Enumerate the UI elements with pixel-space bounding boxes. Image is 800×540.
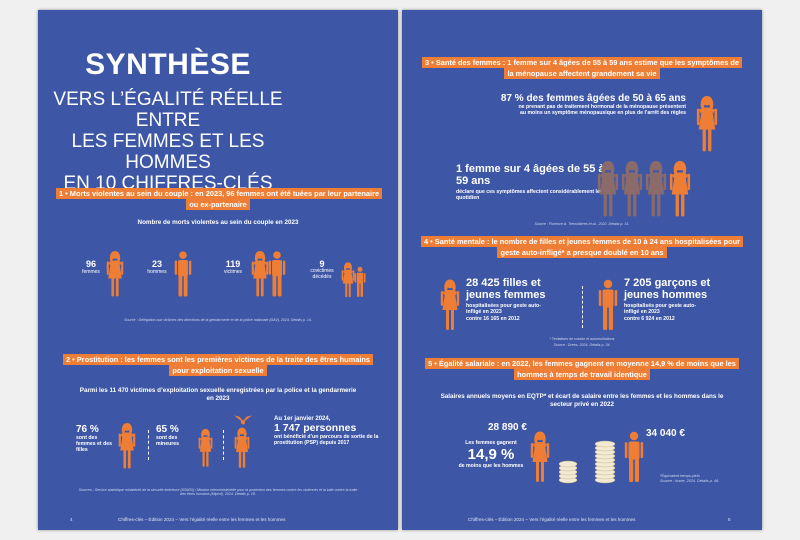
section-4-note: * Tentatives de suicide et automutilatio… xyxy=(549,337,615,341)
stat-menopause-87-label: ne prenant pas de traitement hormonal de… xyxy=(518,104,686,117)
stat-prostitution-women-label: sont des femmes et des filles xyxy=(76,435,113,454)
coin-stack-large xyxy=(594,440,616,484)
stat-menopause-1-in-4-num: 1 femme sur 4 âgées de 55 à 59 ans xyxy=(456,163,605,187)
stat-girls-label: hospitalisées pour geste auto-infligé en… xyxy=(466,303,541,316)
stat-women-killed-label: femmes xyxy=(82,269,100,275)
woman-icon xyxy=(530,430,550,484)
stat-covictims-num: 9 xyxy=(319,259,325,269)
stat-boys-prev: contre 6 924 en 2012 xyxy=(624,315,675,322)
woman-icon xyxy=(440,276,460,334)
section-5-source: Source : Insee, 2024. Détails p. 46. xyxy=(660,478,720,483)
stat-psp-label: ont bénéficié d’un parcours de sortie de… xyxy=(274,434,379,447)
stat-girls-self-harm: 28 425 filles et jeunes femmes hospitali… xyxy=(466,277,576,322)
stat-girls-prev: contre 16 165 en 2012 xyxy=(466,315,520,322)
section-1-heading-wrap: 1 • Morts violentes au sein du couple : … xyxy=(56,188,383,211)
child-icon xyxy=(354,266,366,298)
stat-women-killed-num: 96 xyxy=(85,259,96,269)
stat-prostitution-women: 76 % sont des femmes et des filles xyxy=(76,424,116,454)
section-3-source: Source : Florence A. Trémollieres et al.… xyxy=(534,222,630,226)
section-5-notes: *Équivalent temps plein Source : Insee, … xyxy=(660,474,730,483)
stat-girls-num: 28 425 filles et jeunes femmes xyxy=(466,277,546,301)
divider xyxy=(223,430,224,460)
stat-psp-date: Au 1er janvier 2024, xyxy=(274,416,331,422)
stat-men-killed-label: hommes xyxy=(147,269,167,275)
section-5-intro: Salaires annuels moyens en EQTP* et écar… xyxy=(440,393,724,409)
woman-icon xyxy=(118,422,136,470)
synthese-subtitle-2: LES FEMMES ET LES HOMMES xyxy=(71,130,265,173)
stat-covictims-label: covictimes décédés xyxy=(310,268,334,280)
stat-menopause-1-in-4-label: déclare que ces symptômes affectent cons… xyxy=(456,189,606,202)
section-2-source: Sources : Service statistique ministérie… xyxy=(78,488,358,496)
woman-icon xyxy=(621,160,643,218)
woman-icon xyxy=(669,160,691,218)
man-icon xyxy=(598,276,618,334)
woman-icon xyxy=(251,250,269,298)
stat-victims-label: victimes xyxy=(223,269,243,275)
salary-gap-pre: Les femmes gagnent xyxy=(465,440,517,446)
section-2-intro: Parmi les 11 470 victimes d’exploitation… xyxy=(79,387,357,403)
left-page: SYNTHÈSE VERS L’ÉGALITÉ RÉELLE ENTRE LES… xyxy=(38,10,398,530)
stat-menopause-1-in-4: 1 femme sur 4 âgées de 55 à 59 ans décla… xyxy=(456,163,606,202)
stat-menopause-87-num: 87 % des femmes âgées de 50 à 65 ans xyxy=(500,93,686,104)
stat-boys-num: 7 205 garçons et jeunes hommes xyxy=(624,277,711,301)
woman-icon xyxy=(106,250,124,298)
child-icon xyxy=(341,262,355,298)
stat-victims: 119 victimes xyxy=(218,259,248,275)
footer-page-number: 5 xyxy=(728,517,731,522)
stat-psp: Au 1er janvier 2024, 1 747 personnes ont… xyxy=(274,416,392,446)
salary-gap-num: 14,9 % xyxy=(467,446,515,463)
woman-icon xyxy=(234,426,250,470)
section-2-heading: 2 • Prostitution : les femmes sont les p… xyxy=(62,354,374,377)
stat-men-killed: 23 hommes xyxy=(144,259,170,275)
stat-prostitution-women-num: 76 % xyxy=(76,424,99,435)
man-icon xyxy=(624,430,644,484)
section-1-chart-title: Nombre de morts violentes au sein du cou… xyxy=(137,219,299,226)
coin-stack-small xyxy=(558,460,578,484)
man-icon xyxy=(268,250,286,298)
woman-icon xyxy=(696,94,718,154)
section-4-source: Source : Drees, 2024. Détails p. 34. xyxy=(553,343,611,347)
right-page: 3 • Santé des femmes : 1 femme sur 4 âgé… xyxy=(402,10,762,530)
salary-gap: Les femmes gagnent 14,9 % de moins que l… xyxy=(452,440,530,469)
stat-covictims: 9 covictimes décédés xyxy=(303,259,341,281)
stat-prostitution-minors-label: sont des mineures xyxy=(156,435,180,448)
section-4-heading: 4 • Santé mentale : le nombre de filles … xyxy=(421,236,743,259)
synthese-subtitle-1: VERS L’ÉGALITÉ RÉELLE ENTRE xyxy=(53,89,283,131)
section-3-heading-wrap: 3 • Santé des femmes : 1 femme sur 4 âgé… xyxy=(420,57,744,80)
footer-text: Chiffres-clés – Édition 2024 – Vers l’ég… xyxy=(468,517,636,522)
women-salary: 28 890 € xyxy=(488,422,527,433)
section-5-heading-wrap: 5 • Égalité salariale : en 2022, les fem… xyxy=(420,358,744,381)
synthese-title-block: SYNTHÈSE VERS L’ÉGALITÉ RÉELLE ENTRE LES… xyxy=(38,48,298,194)
woman-icon xyxy=(645,160,667,218)
stat-women-killed: 96 femmes xyxy=(78,259,104,275)
men-salary: 34 040 € xyxy=(646,428,685,439)
stat-menopause-87: 87 % des femmes âgées de 50 à 65 ans ne … xyxy=(456,93,686,116)
stat-victims-num: 119 xyxy=(225,259,241,269)
stat-prostitution-minors: 65 % sont des mineures xyxy=(156,424,196,447)
footer-text: Chiffres-clés – Édition 2024 – Vers l’ég… xyxy=(118,517,286,522)
woman-icon xyxy=(597,160,619,218)
footer-page-number: 4 xyxy=(70,517,73,522)
section-1-source: Source : Délégation aux victimes des dir… xyxy=(124,318,312,322)
girl-icon xyxy=(198,428,213,468)
stat-boys-self-harm: 7 205 garçons et jeunes hommes hospitali… xyxy=(624,277,744,322)
section-3-heading: 3 • Santé des femmes : 1 femme sur 4 âgé… xyxy=(422,57,742,80)
section-1-heading: 1 • Morts violentes au sein du couple : … xyxy=(56,188,383,211)
divider xyxy=(148,430,149,460)
divider xyxy=(582,286,583,328)
synthese-title: SYNTHÈSE xyxy=(85,48,251,81)
stat-prostitution-minors-num: 65 % xyxy=(156,424,179,435)
stat-boys-label: hospitalisés pour geste auto-infligé en … xyxy=(624,303,697,316)
man-icon xyxy=(174,250,192,298)
section-4-heading-wrap: 4 • Santé mentale : le nombre de filles … xyxy=(420,236,744,259)
stat-psp-num: 1 747 personnes xyxy=(274,422,357,434)
section-5-heading: 5 • Égalité salariale : en 2022, les fem… xyxy=(425,358,739,381)
section-2-heading-wrap: 2 • Prostitution : les femmes sont les p… xyxy=(56,354,380,377)
section-5-note: *Équivalent temps plein xyxy=(660,474,700,478)
salary-gap-post: de moins que les hommes xyxy=(458,463,524,469)
stat-men-killed-num: 23 xyxy=(151,259,162,269)
